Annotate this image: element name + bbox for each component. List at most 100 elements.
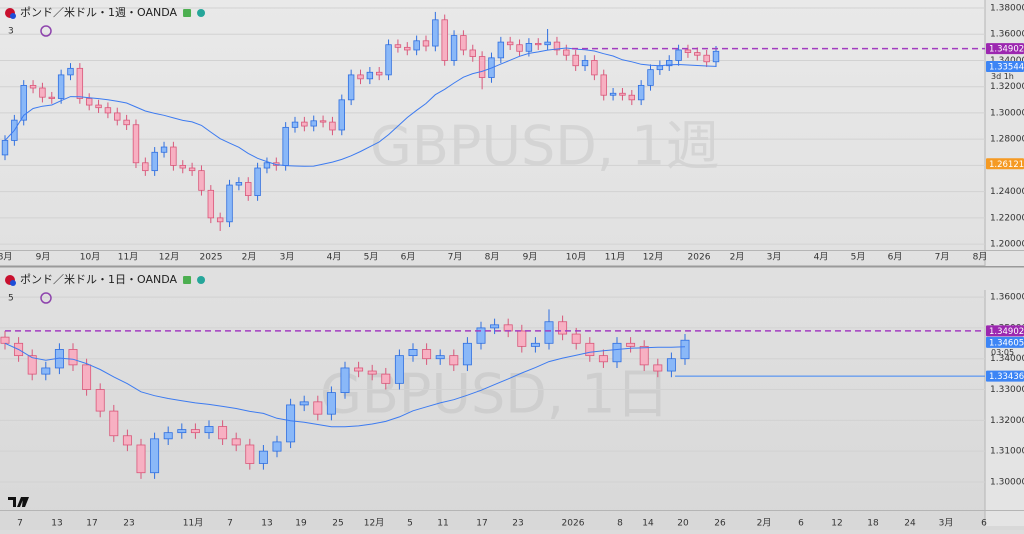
price-badge-label: 1.34902 [989,327,1024,337]
price-badge-label: 1.34902 [989,45,1024,55]
moving-average [4,47,717,167]
y-tick-label: 1.38000 [990,4,1024,14]
flag-icon [183,9,192,17]
y-tick-label: 1.28000 [990,135,1024,145]
price-badge-label: 1.33436 [989,372,1024,382]
candle-body [254,167,261,196]
candle-body [394,44,402,48]
candle-body [653,364,663,372]
candle-body [299,401,309,406]
x-tick-label: 17 [86,519,97,529]
candle-body [245,444,255,464]
x-tick-label: 6月 [401,252,416,263]
indicator-toggle[interactable]: 3 [8,27,14,37]
candle-body [666,358,676,372]
x-tick-label: 12月 [159,252,179,263]
x-tick-label: 11月 [118,252,138,263]
candle-body [478,56,486,78]
candle-body [258,450,268,464]
candle-body [347,74,355,101]
x-tick-label: 8月 [973,252,988,263]
candle-body [628,94,636,101]
watermark: GBPUSD, 1週 [370,115,720,178]
candle-body [476,327,486,344]
candle-body [179,164,186,169]
x-tick-label: 18 [867,519,879,529]
price-badge [986,325,1024,337]
candle-body [441,19,448,61]
x-tick-label: 24 [904,519,916,529]
x-tick-label: 2026 [562,519,585,529]
candle-body [0,336,10,344]
x-tick-label: 5月 [364,252,379,263]
price-axis [985,0,1024,266]
candle-body [581,60,589,67]
candle-body [132,124,140,164]
price-badge-label: 1.26121 [989,160,1024,170]
x-tick-label: 5月 [851,252,866,263]
candle-body [506,41,514,46]
candle-body [517,330,527,347]
candle-body [394,355,404,384]
candle-body [497,41,505,59]
y-tick-label: 1.24000 [990,187,1024,197]
candle-body [29,84,37,89]
symbol-title: ポンド／米ドル・1日・OANDA [20,273,177,286]
candle-body [136,444,146,474]
x-tick-label: 10月 [80,252,100,263]
x-tick-label: 20 [677,519,689,529]
x-tick-label: 5 [407,519,413,529]
x-tick-label: 7 [227,519,233,529]
candle-body [216,217,224,223]
candle-body [469,49,476,57]
candle-body [680,339,690,360]
candle-body [422,349,432,360]
x-tick-label: 25 [332,519,343,529]
candle-body [637,84,645,101]
x-tick-label: 13 [261,519,272,529]
x-tick-label: 11月 [605,252,625,263]
indicator-toggle[interactable]: 5 [8,294,14,304]
candle-body [571,333,581,344]
tv-logo [8,497,29,507]
x-tick-label: 7 [17,519,23,529]
symbol-icon-inner [10,13,16,19]
y-tick-label: 1.32000 [990,82,1024,92]
candle-body [558,321,568,335]
candle-body [163,432,173,440]
x-tick-label: 3月 [280,252,295,263]
x-tick-label: 23 [512,519,523,529]
x-tick-label: 4月 [327,252,342,263]
candle-body [544,321,554,344]
y-tick-label: 1.22000 [990,213,1024,223]
candle-body [95,389,105,412]
y-tick-label: 1.31000 [990,447,1024,457]
candle-body [450,35,458,61]
candle-body [151,151,158,172]
candle-body [376,71,383,76]
candle-body [160,146,168,153]
candle-body [1,140,9,156]
chart-panel: GBPUSD, 1週1.380001.360001.340001.320001.… [0,0,1024,266]
candle-body [85,98,93,106]
moving-average [4,342,686,428]
candle-body [272,441,282,452]
x-tick-label: 2月 [730,252,745,263]
candle-body [432,19,439,47]
x-tick-label: 9月 [36,252,51,263]
candle-body [286,404,296,443]
x-tick-label: 2月 [757,518,772,529]
candle-body [656,65,664,71]
candle-body [535,43,542,46]
candle-body [27,355,37,375]
x-tick-label: 9月 [523,252,538,263]
candle-body [301,121,308,127]
candle-body [572,54,579,67]
x-tick-label: 17 [476,519,487,529]
y-tick-label: 1.20000 [990,240,1024,250]
x-tick-label: 7月 [935,252,950,263]
y-tick-label: 1.32000 [990,416,1024,426]
candle-body [462,342,472,366]
candle-body [109,410,119,437]
